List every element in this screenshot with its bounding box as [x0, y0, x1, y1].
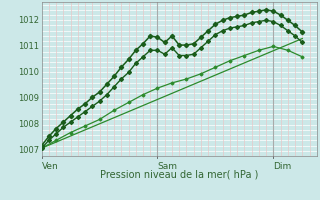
- Text: 1008: 1008: [18, 120, 39, 129]
- Text: 1012: 1012: [18, 16, 39, 25]
- Text: Dim: Dim: [273, 162, 292, 171]
- Text: Ven: Ven: [42, 162, 58, 171]
- Text: Sam: Sam: [157, 162, 178, 171]
- X-axis label: Pression niveau de la mer( hPa ): Pression niveau de la mer( hPa ): [100, 170, 258, 180]
- Text: 1007: 1007: [18, 146, 39, 155]
- Text: 1009: 1009: [18, 94, 39, 103]
- Text: 1011: 1011: [18, 42, 39, 51]
- Text: 1010: 1010: [18, 68, 39, 77]
